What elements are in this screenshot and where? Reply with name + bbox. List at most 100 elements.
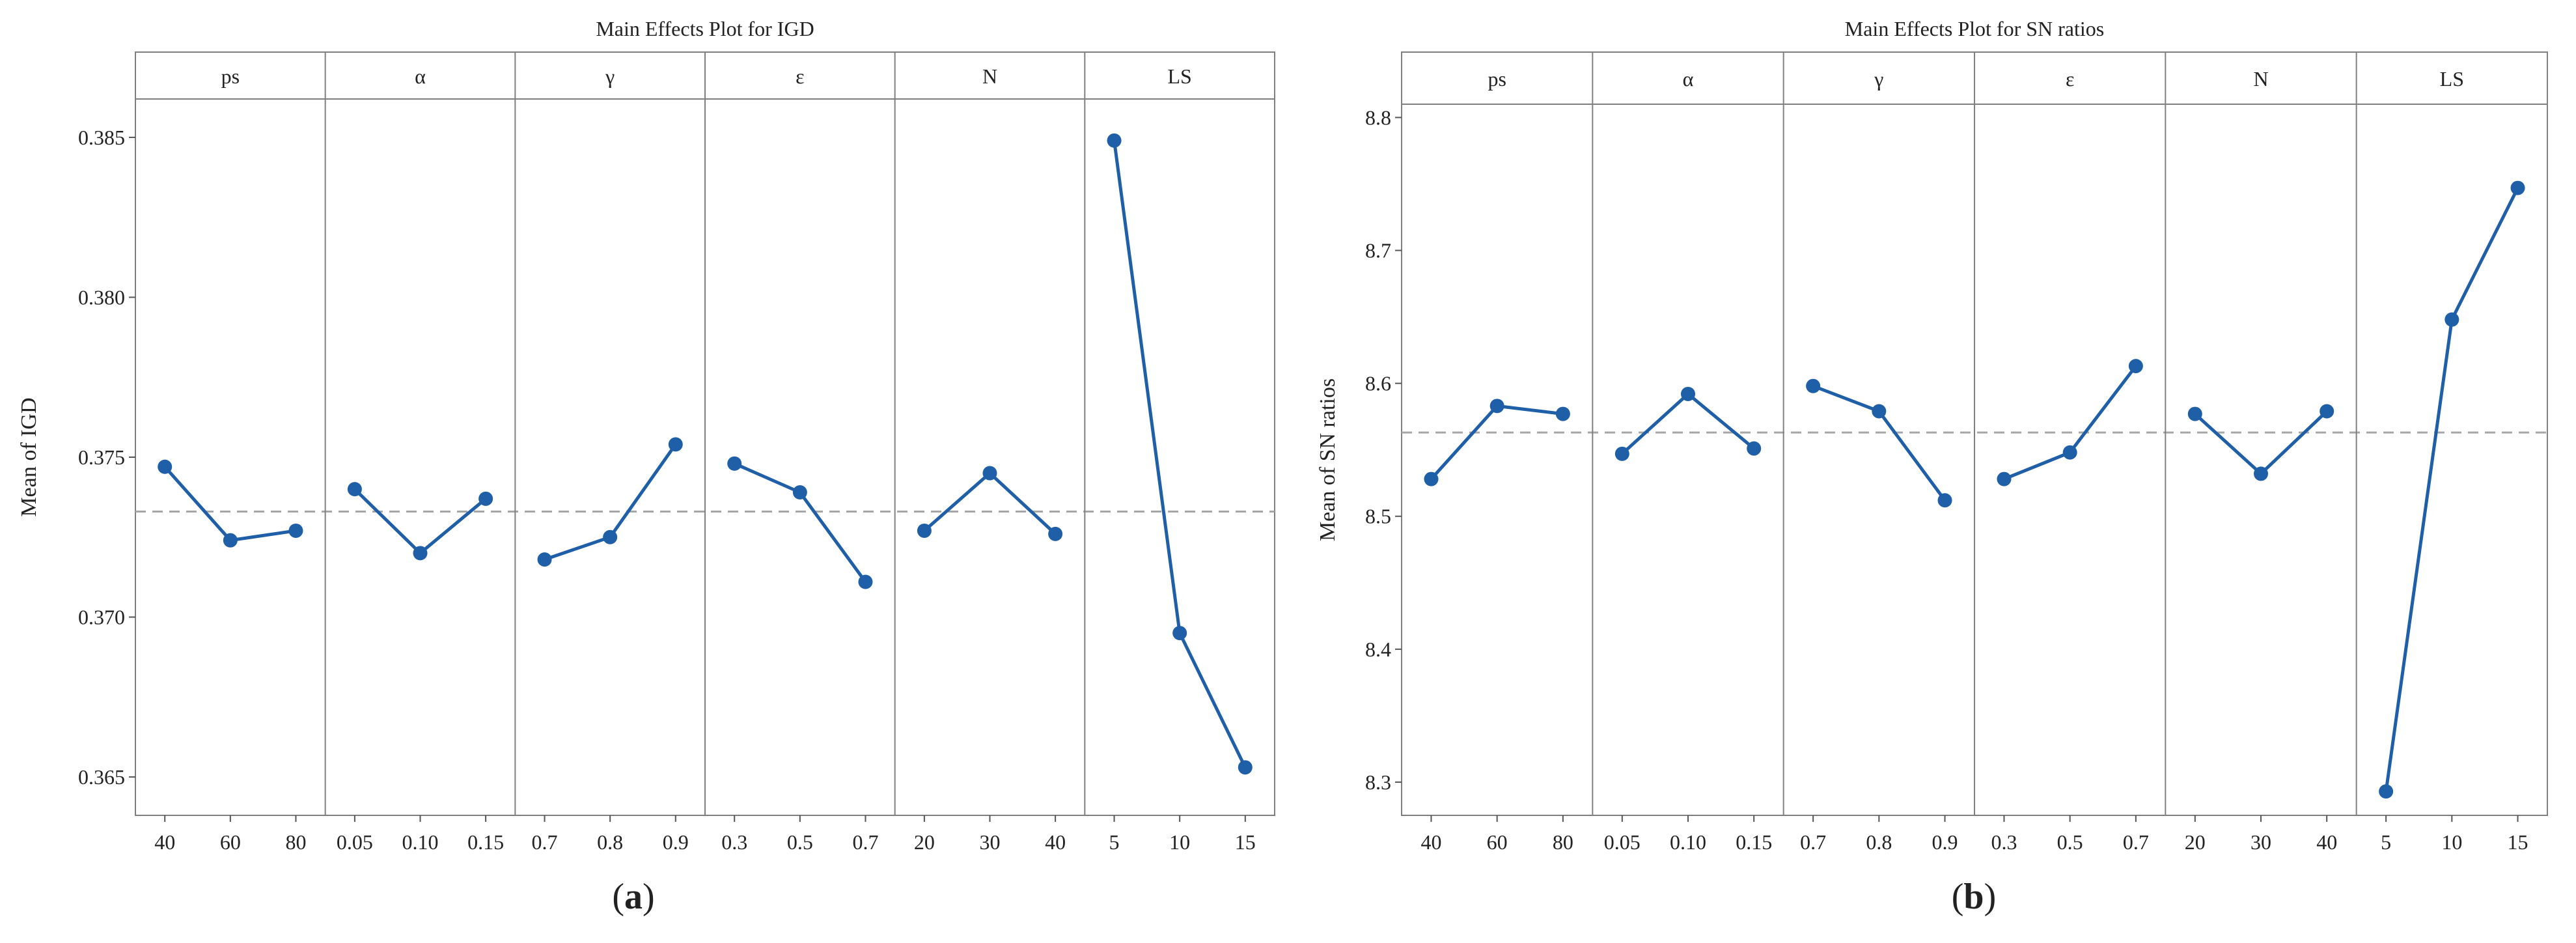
series-line xyxy=(1812,384,1946,501)
panel-factor-label: γ xyxy=(605,64,615,88)
y-tick-label: 8.3 xyxy=(1365,770,1391,794)
x-tick-label: 0.10 xyxy=(1670,830,1706,854)
x-tick-label: 60 xyxy=(220,830,241,854)
x-tick-label: 0.7 xyxy=(852,830,878,854)
panel-4: N 20 30 40 xyxy=(894,52,1066,854)
data-point xyxy=(858,574,873,589)
x-tick-label: 0.9 xyxy=(663,830,689,854)
chart-sn-ratios: Main Effects Plot for SN ratios Mean of S… xyxy=(1316,17,2548,917)
series-line xyxy=(2384,187,2519,792)
data-point xyxy=(1555,406,1570,421)
x-tick-label: 0.5 xyxy=(2057,830,2083,854)
panel-factor-label: α xyxy=(1683,67,1694,91)
panel-factor-label: ps xyxy=(1488,67,1506,91)
panel-factor-label: α xyxy=(415,64,426,88)
x-tick-label: 80 xyxy=(1553,830,1573,854)
data-point xyxy=(1747,441,1762,456)
data-point xyxy=(413,546,428,561)
series-line xyxy=(353,488,487,555)
y-tick-label: 8.4 xyxy=(1365,638,1391,661)
panel-factor-label: N xyxy=(982,64,997,88)
x-tick-label: 30 xyxy=(980,830,1001,854)
panel-0: ps 40 60 80 xyxy=(1420,67,1573,854)
panel-1: α 0.05 0.10 0.15 xyxy=(324,52,504,854)
panel-factor-label: ε xyxy=(2066,67,2074,91)
data-point xyxy=(1489,399,1504,414)
x-tick-label: 10 xyxy=(2441,830,2462,854)
series-line xyxy=(163,466,296,542)
y-tick-label: 8.8 xyxy=(1365,106,1391,129)
data-point xyxy=(603,529,618,544)
x-tick-label: 0.05 xyxy=(337,830,373,854)
data-point xyxy=(668,437,683,452)
x-tick-label: 0.5 xyxy=(787,830,813,854)
panel-0: ps 40 60 80 xyxy=(154,64,306,854)
y-tick-label: 8.6 xyxy=(1365,372,1391,395)
x-tick-label: 0.15 xyxy=(467,830,504,854)
panel-1: α 0.05 0.10 0.15 xyxy=(1592,52,1772,854)
x-tick-label: 60 xyxy=(1487,830,1508,854)
series-line xyxy=(923,472,1057,535)
data-point xyxy=(2062,445,2077,460)
y-tick-label: 8.7 xyxy=(1365,239,1391,262)
data-point xyxy=(2128,359,2143,374)
data-point xyxy=(1997,472,2012,486)
data-point xyxy=(2444,312,2459,327)
x-tick-label: 0.8 xyxy=(1866,830,1892,854)
data-point xyxy=(1681,386,1695,401)
panel-2: γ 0.7 0.8 0.9 xyxy=(514,52,689,854)
data-point xyxy=(1872,404,1887,419)
x-tick-label: 0.8 xyxy=(597,830,623,854)
series-line xyxy=(734,462,867,583)
x-tick-label: 0.7 xyxy=(1800,830,1826,854)
x-tick-label: 15 xyxy=(1235,830,1256,854)
y-axis-label: Mean of SN ratios xyxy=(1316,378,1340,541)
panel-factor-label: LS xyxy=(1167,64,1191,88)
x-tick-label: 40 xyxy=(1045,830,1066,854)
x-tick-label: 40 xyxy=(154,830,175,854)
panel-factor-label: ps xyxy=(221,64,240,88)
data-point xyxy=(1424,472,1439,486)
x-tick-label: 15 xyxy=(2508,830,2528,854)
x-tick-label: 0.7 xyxy=(532,830,558,854)
panel-3: ε 0.3 0.5 0.7 xyxy=(704,52,878,854)
x-tick-label: 0.7 xyxy=(2123,830,2149,854)
data-point xyxy=(1806,378,1821,393)
panel-factor-label: N xyxy=(2253,67,2268,91)
x-tick-label: 0.3 xyxy=(1991,830,2017,854)
data-point xyxy=(2510,180,2525,195)
figure-panel-label: (a) xyxy=(612,877,654,917)
panel-3: ε 0.3 0.5 0.7 xyxy=(1974,52,2149,854)
data-point xyxy=(982,466,997,481)
y-tick-label: 0.365 xyxy=(78,765,125,789)
y-tick-label: 8.5 xyxy=(1365,505,1391,528)
data-point xyxy=(727,456,742,471)
data-point xyxy=(2320,404,2334,419)
series-line xyxy=(1621,392,1755,455)
x-tick-label: 0.3 xyxy=(721,830,747,854)
chart-title: Main Effects Plot for IGD xyxy=(596,17,814,40)
data-point xyxy=(2254,466,2268,481)
figure-panel-label: (b) xyxy=(1952,877,1996,917)
x-tick-label: 10 xyxy=(1169,830,1190,854)
x-tick-label: 20 xyxy=(2185,830,2206,854)
x-tick-label: 30 xyxy=(2251,830,2271,854)
data-point xyxy=(158,459,173,474)
data-point xyxy=(1937,493,1952,508)
x-tick-label: 0.05 xyxy=(1604,830,1641,854)
data-point xyxy=(288,523,303,538)
data-point xyxy=(223,533,238,548)
data-point xyxy=(537,552,552,567)
series-line xyxy=(1113,140,1247,768)
data-point xyxy=(2379,784,2394,799)
data-point xyxy=(1107,133,1122,148)
data-point xyxy=(2187,406,2202,421)
x-tick-label: 40 xyxy=(2316,830,2337,854)
data-point xyxy=(917,523,932,538)
data-point xyxy=(1614,446,1629,461)
y-tick-label: 0.370 xyxy=(78,606,125,629)
y-tick-label: 0.380 xyxy=(78,285,125,309)
data-point xyxy=(478,491,493,506)
